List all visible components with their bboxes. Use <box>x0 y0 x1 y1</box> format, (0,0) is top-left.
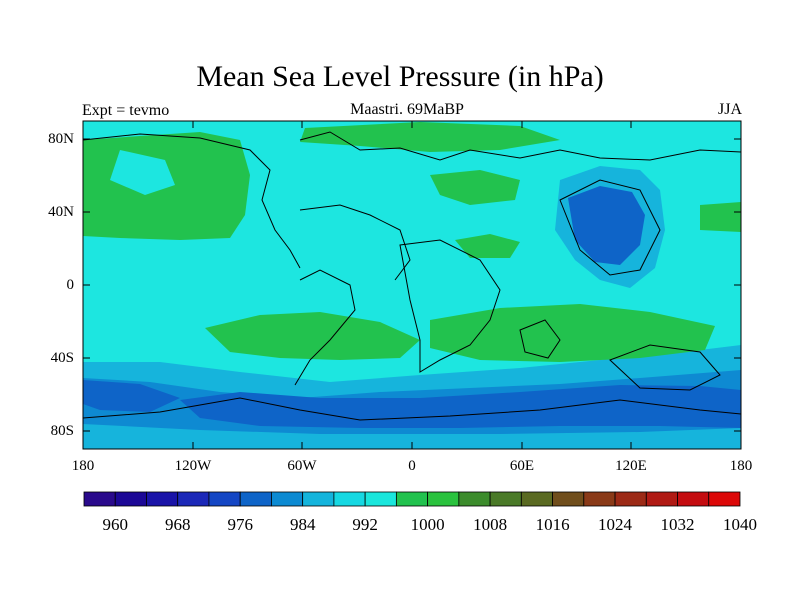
colorbar-swatch <box>427 491 460 507</box>
coastline-south-america <box>294 269 356 386</box>
colorbar-label: 1040 <box>723 515 757 534</box>
lat-tick-label: 80S <box>50 423 74 439</box>
pressure-field <box>83 121 741 449</box>
coastlines <box>83 131 741 421</box>
colorbar-swatch <box>364 491 397 507</box>
experiment-label: Expt = tevmo <box>82 102 170 119</box>
colorbar-label: 1032 <box>660 515 695 534</box>
colorbar-swatch <box>146 491 179 507</box>
colorbar-swatch <box>333 491 366 507</box>
colorbar-label: 960 <box>102 515 128 534</box>
colorbar-label: 1016 <box>535 515 570 534</box>
colorbar-swatch <box>83 491 116 507</box>
chart-title: Mean Sea Level Pressure (in hPa) <box>196 60 604 93</box>
lat-tick-label: 40S <box>50 350 74 366</box>
colorbar-swatch <box>708 491 741 507</box>
lat-tick-label: 80N <box>48 131 74 147</box>
lon-tick-label: 180 <box>729 458 753 474</box>
coastline-australia <box>609 344 721 391</box>
colorbar-label: 1008 <box>473 515 508 534</box>
lon-tick-label: 60E <box>509 458 535 474</box>
lon-tick-label: 120W <box>174 458 212 474</box>
colorbar-label: 1000 <box>410 515 445 534</box>
lon-tick-label: 0 <box>408 458 416 474</box>
field-high-europe <box>430 170 520 205</box>
period-label: Maastri. 69MaBP <box>350 101 464 118</box>
colorbar-label: 976 <box>227 515 253 534</box>
coastline-antarctica <box>83 397 741 421</box>
field-band-984-southwest <box>83 380 180 412</box>
colorbar-swatch <box>177 491 210 507</box>
colorbar-label: 968 <box>164 515 191 534</box>
colorbar-swatch <box>583 491 616 507</box>
colorbar-swatch <box>677 491 710 507</box>
lon-tick-label: 120E <box>615 458 647 474</box>
coastline-asia <box>559 179 661 276</box>
field-high-africa-north <box>455 234 520 258</box>
colorbar-swatch <box>520 491 553 507</box>
field-high-arctic <box>300 122 560 152</box>
lat-tick-label: 40N <box>48 204 74 220</box>
coastline-africa <box>399 239 501 373</box>
coastline-north-atlantic <box>299 204 411 281</box>
field-asian-low-inner <box>568 186 645 265</box>
field-band-992-pole <box>83 424 741 449</box>
colorbar-label: 992 <box>352 515 378 534</box>
lon-tick-label: 180 <box>71 458 95 474</box>
colorbar-label: 1024 <box>598 515 632 534</box>
colorbar-swatch <box>302 491 335 507</box>
coastline-north-america <box>83 133 301 269</box>
field-gap-north-pacific <box>110 150 175 195</box>
colorbar-swatch <box>271 491 304 507</box>
axis-ticks <box>83 121 741 449</box>
coastline-eurasia-north <box>299 131 741 161</box>
colorbar <box>83 491 741 507</box>
colorbar-swatch <box>458 491 491 507</box>
field-high-east-pacific <box>700 202 741 232</box>
colorbar-swatch <box>208 491 241 507</box>
colorbar-swatch <box>239 491 272 507</box>
colorbar-label: 984 <box>289 515 316 534</box>
colorbar-swatch <box>645 491 678 507</box>
field-band-984-south <box>180 385 741 428</box>
lat-tick-label: 0 <box>66 277 75 293</box>
colorbar-swatch <box>489 491 522 507</box>
colorbar-swatch <box>114 491 147 507</box>
colorbar-swatch <box>614 491 647 507</box>
season-label: JJA <box>717 101 742 118</box>
field-high-south-atlantic <box>205 312 420 360</box>
lon-tick-label: 60W <box>287 458 317 474</box>
colorbar-swatch <box>395 491 429 507</box>
coastline-india <box>519 319 561 359</box>
colorbar-swatch <box>552 491 585 507</box>
